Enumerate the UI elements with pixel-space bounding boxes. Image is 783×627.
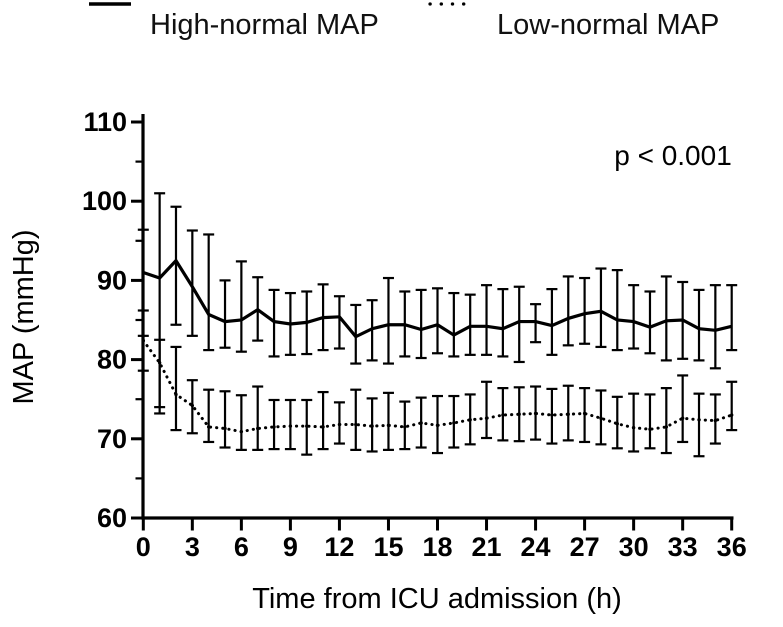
legend-label-high-normal: High-normal MAP xyxy=(150,9,379,41)
legend-solid-line-icon xyxy=(89,2,131,6)
x-axis-title: Time from ICU admission (h) xyxy=(252,583,622,615)
svg-text:90: 90 xyxy=(97,265,127,295)
y-axis-title: MAP (mmHg) xyxy=(8,229,40,405)
svg-text:100: 100 xyxy=(82,186,127,216)
svg-text:18: 18 xyxy=(422,532,452,562)
svg-text:60: 60 xyxy=(97,503,127,533)
svg-text:33: 33 xyxy=(668,532,698,562)
svg-text:70: 70 xyxy=(97,424,127,454)
p-value-annotation: p < 0.001 xyxy=(614,140,732,171)
svg-text:9: 9 xyxy=(283,532,298,562)
svg-text:80: 80 xyxy=(97,345,127,375)
svg-text:27: 27 xyxy=(570,532,600,562)
svg-text:24: 24 xyxy=(521,532,551,562)
svg-text:6: 6 xyxy=(234,532,249,562)
svg-text:12: 12 xyxy=(324,532,354,562)
svg-text:15: 15 xyxy=(373,532,403,562)
legend-dotted-line-icon xyxy=(428,2,471,6)
svg-text:21: 21 xyxy=(472,532,502,562)
svg-text:36: 36 xyxy=(717,532,747,562)
svg-text:3: 3 xyxy=(185,532,200,562)
svg-text:110: 110 xyxy=(83,107,127,137)
legend-label-low-normal: Low-normal MAP xyxy=(497,9,720,41)
svg-text:30: 30 xyxy=(619,532,649,562)
svg-text:0: 0 xyxy=(136,532,151,562)
